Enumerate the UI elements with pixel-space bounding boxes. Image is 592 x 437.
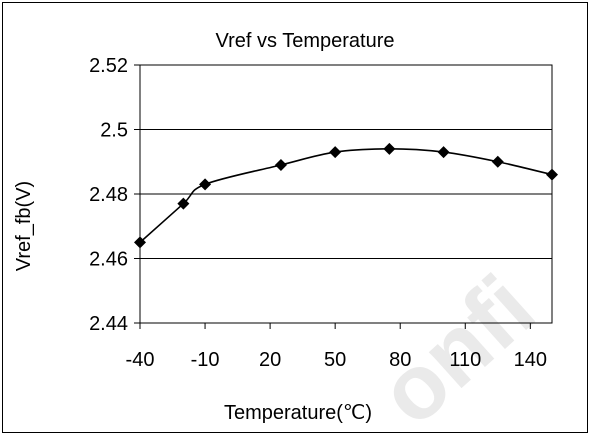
chart-title: Vref vs Temperature [216, 30, 395, 52]
x-axis-title: Temperature(℃) [224, 402, 372, 424]
x-tick-label: 50 [324, 349, 346, 371]
data-point-marker [274, 158, 287, 171]
x-tick-label: 110 [449, 349, 481, 371]
plot-area: 2.44 2.46 2.48 2.5 2.52 -40 -10 20 50 80 110 140 [89, 55, 558, 371]
x-tick-label: 80 [389, 349, 411, 371]
y-tick-label: 2.46 [89, 249, 128, 271]
chart-frame [2, 2, 588, 433]
series-line [139, 148, 553, 243]
x-tick-label: -40 [126, 349, 155, 371]
y-axis-title: Vref_fb(V) [13, 181, 35, 271]
data-point-marker [546, 168, 558, 181]
y-tick-label: 2.48 [89, 184, 128, 206]
plot-border [139, 64, 553, 324]
y-tick-label: 2.44 [89, 313, 128, 335]
watermark-text: onfi [360, 256, 554, 437]
data-point-marker [491, 155, 504, 168]
data-point-marker [437, 146, 450, 159]
x-tick-label: -10 [191, 349, 220, 371]
y-tick-label: 2.52 [89, 55, 128, 77]
data-point-marker [329, 146, 342, 159]
data-point-marker [383, 142, 396, 155]
data-point-marker [177, 197, 190, 210]
data-point-marker [134, 236, 146, 249]
x-tick-label: 140 [514, 349, 547, 371]
watermark: onfi [360, 256, 554, 437]
x-tick-label: 20 [259, 349, 281, 371]
y-tick-label: 2.5 [100, 120, 128, 142]
data-point-marker [199, 178, 212, 191]
